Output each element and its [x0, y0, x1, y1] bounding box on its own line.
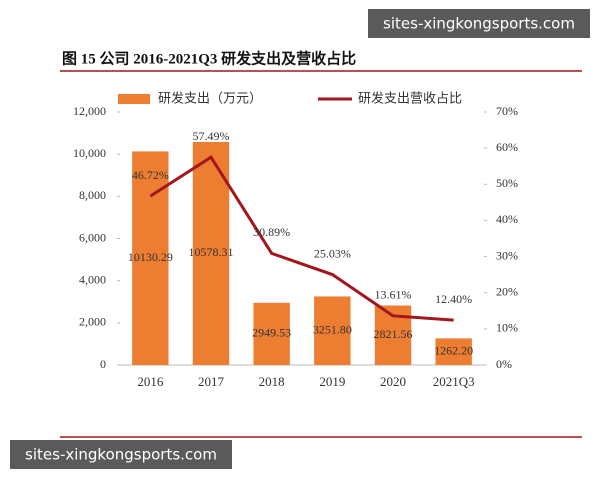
legend-swatch [118, 94, 150, 104]
y-tick-label: 0 [100, 357, 106, 371]
line-value-label: 25.03% [314, 246, 351, 260]
bar-value-label: 1262.20 [434, 343, 473, 357]
x-tick-label: 2021Q3 [433, 374, 475, 389]
y2-tick-label: 20% [496, 284, 518, 298]
y-tick-label: 6,000 [79, 230, 106, 244]
y-tick-label: 10,000 [73, 146, 106, 160]
line-value-label: 13.61% [375, 288, 412, 302]
y-tick-label: 8,000 [79, 188, 106, 202]
bar [314, 296, 351, 365]
line-value-label: 30.89% [253, 225, 290, 239]
bar-value-label: 3251.80 [313, 322, 352, 336]
x-tick-label: 2018 [259, 374, 285, 389]
legend-label: 研发支出营收占比 [358, 91, 462, 107]
line [149, 155, 454, 322]
line-value-label: 12.40% [435, 292, 472, 306]
watermark: sites-xingkongsports.com [383, 15, 575, 33]
legend-label: 研发支出（万元） [158, 91, 262, 107]
y2-tick-label: 40% [496, 212, 518, 226]
y2-tick-label: 0% [496, 357, 512, 371]
bar-value-label: 10578.31 [189, 245, 234, 259]
x-tick-label: 2017 [198, 374, 225, 389]
bar-value-label: 2821.56 [374, 327, 413, 341]
y-tick-label: 2,000 [79, 315, 106, 329]
line-value-label: 46.72% [132, 168, 169, 182]
watermark-box [10, 440, 232, 469]
x-tick-label: 2020 [380, 374, 406, 389]
watermark-box [368, 9, 590, 38]
chart-title: 图 15 公司 2016-2021Q3 研发支出及营收占比 [62, 49, 356, 67]
bar-value-label: 2949.53 [252, 326, 291, 340]
y2-tick-label: 30% [496, 248, 518, 262]
watermark: sites-xingkongsports.com [25, 446, 217, 464]
y2-tick-label: 10% [496, 321, 518, 335]
y2-tick-label: 50% [496, 176, 518, 190]
y-tick-label: 12,000 [73, 104, 106, 118]
y2-tick-label: 70% [496, 104, 518, 118]
bar [253, 302, 290, 365]
x-tick-label: 2016 [137, 374, 164, 389]
y2-tick-label: 60% [496, 140, 518, 154]
x-tick-label: 2019 [319, 374, 345, 389]
bar-value-label: 10130.29 [128, 250, 173, 264]
bar [435, 338, 472, 365]
line-value-label: 57.49% [193, 129, 230, 143]
y-tick-label: 4,000 [79, 272, 106, 286]
